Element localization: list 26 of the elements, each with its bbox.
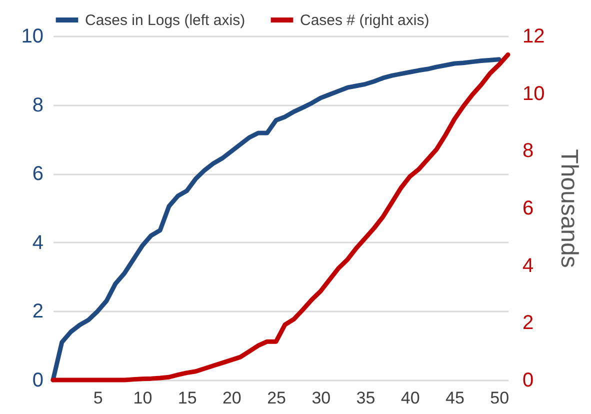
y-tick-label: 6	[32, 163, 44, 186]
x-tick-label: 10	[133, 388, 152, 408]
y2-tick-label: 2	[522, 312, 534, 334]
y-tick-label: 4	[32, 232, 44, 254]
y-tick-label: 10	[21, 26, 44, 48]
y2-tick-label: 8	[522, 140, 534, 162]
y2-tick-label: 6	[522, 198, 534, 220]
y2-tick-label: 10	[522, 82, 545, 105]
legend-label: Cases in Logs (left axis)	[85, 12, 246, 29]
x-tick-label: 30	[312, 388, 331, 408]
x-tick-label: 35	[356, 388, 376, 408]
x-tick-label: 25	[267, 388, 286, 408]
x-tick-label: 45	[446, 388, 464, 408]
y2-tick-label: 0	[522, 370, 534, 392]
y-tick-label: 2	[32, 300, 44, 323]
x-tick-label: 40	[400, 388, 420, 408]
y-tick-label: 8	[32, 94, 44, 116]
y2-tick-label: 4	[522, 254, 534, 277]
y-tick-label: 0	[32, 370, 44, 392]
y2-axis-title: Thousands	[556, 149, 583, 268]
x-tick-label: 50	[490, 388, 510, 408]
x-tick-label: 15	[178, 388, 197, 408]
y2-tick-label: 12	[522, 26, 545, 48]
legend-label: Cases # (right axis)	[300, 12, 430, 29]
x-tick-label: 5	[93, 388, 103, 408]
x-tick-label: 20	[222, 388, 242, 408]
